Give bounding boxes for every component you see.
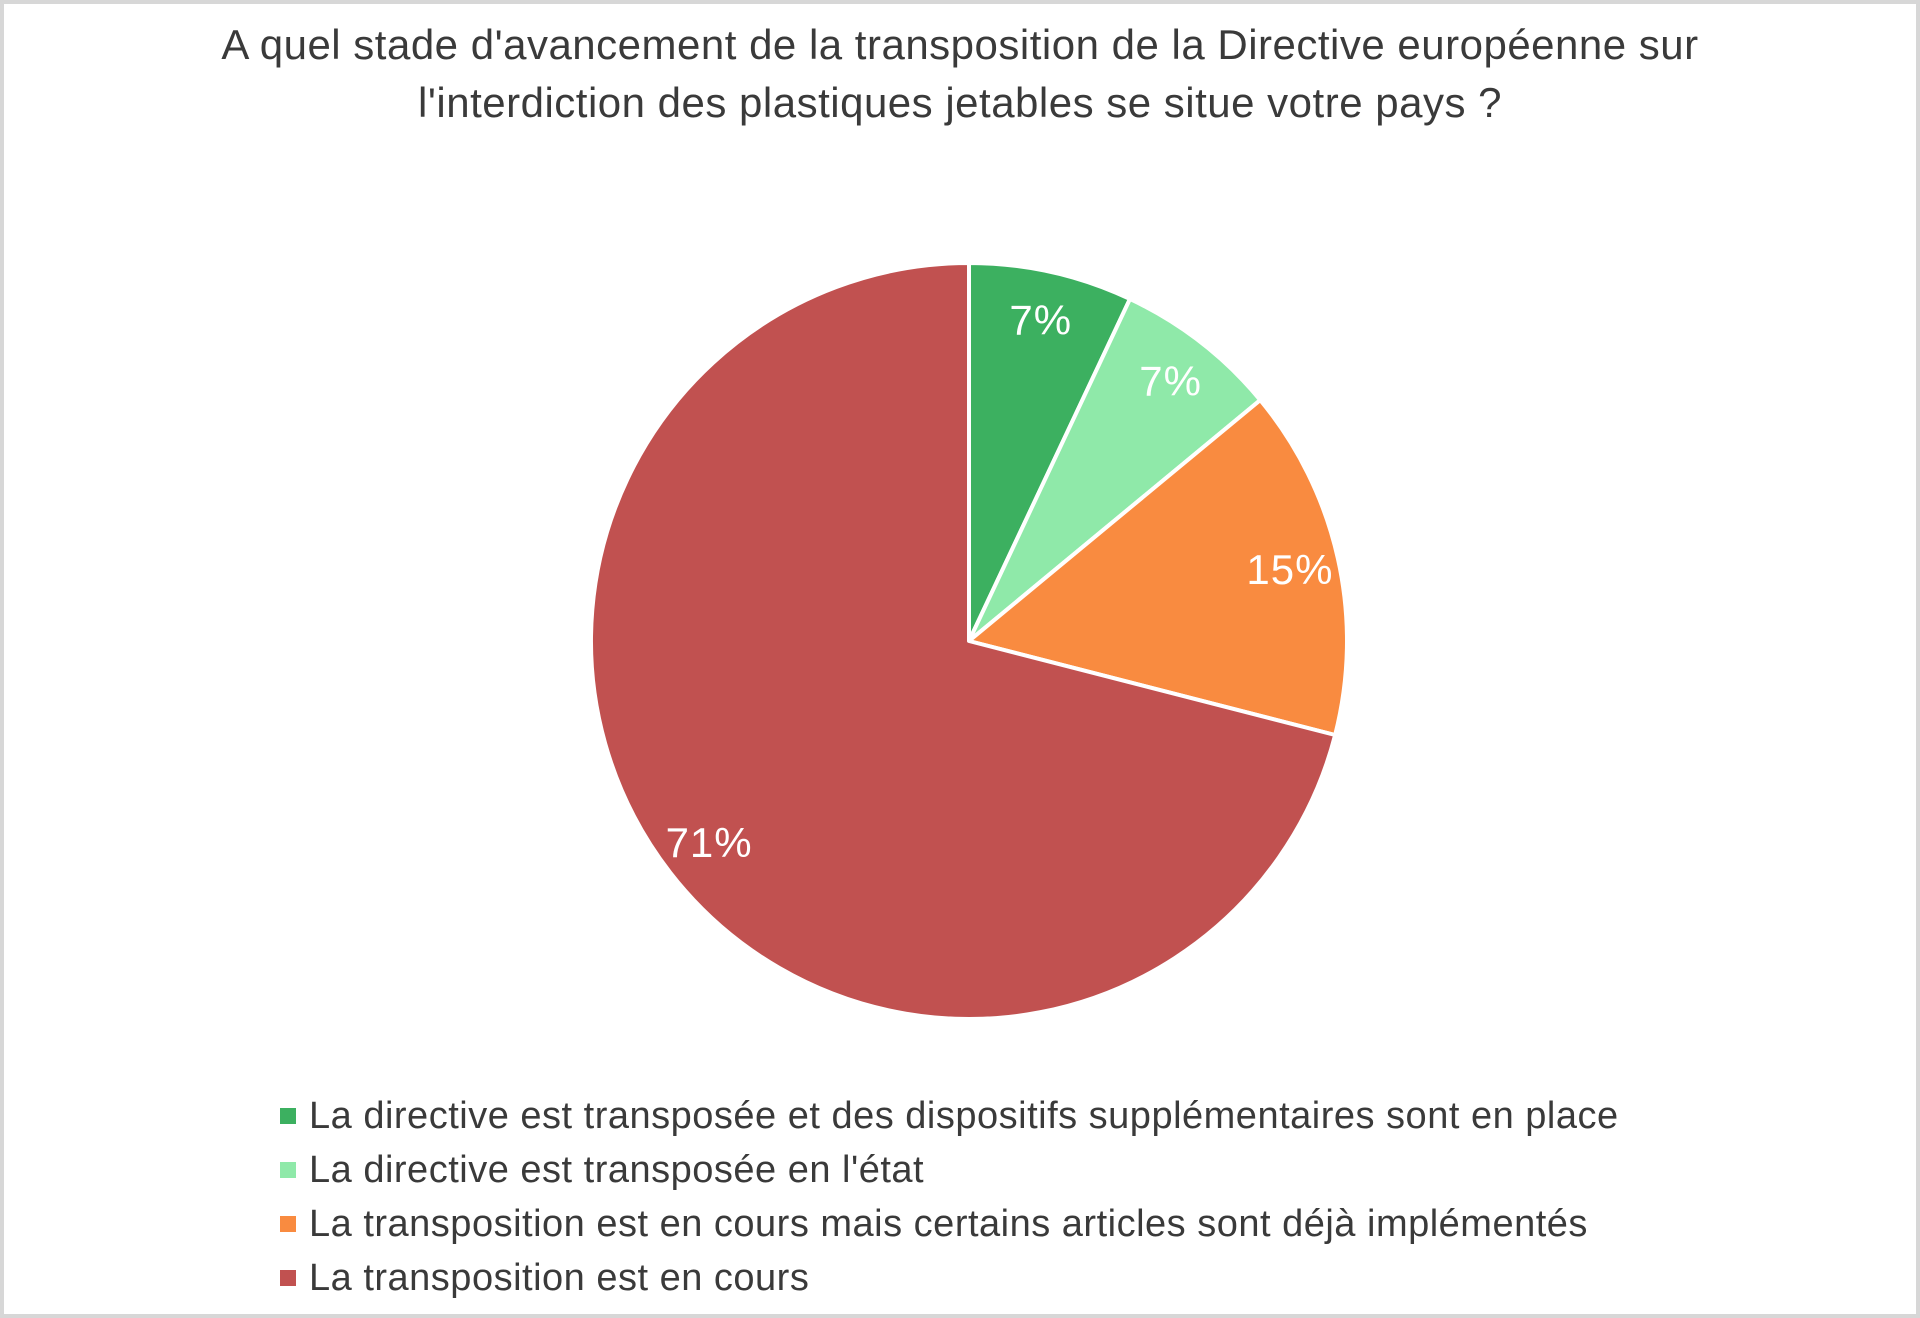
slice-percent-label-3: 15% xyxy=(1246,546,1333,593)
pie-slice-2 xyxy=(967,296,1263,643)
legend-label: La transposition est en cours mais certa… xyxy=(309,1202,1588,1245)
legend-item-2: La directive est transposée en l'état xyxy=(280,1143,1619,1197)
legend: La directive est transposée et des dispo… xyxy=(280,1089,1619,1305)
legend-label: La directive est transposée en l'état xyxy=(309,1148,925,1191)
legend-swatch-icon xyxy=(280,1162,296,1178)
slice-percent-label-4: 71% xyxy=(666,819,753,866)
pie-slice-4 xyxy=(588,261,1338,1021)
slice-percent-label-1: 7% xyxy=(1009,297,1072,344)
legend-swatch-icon xyxy=(280,1216,296,1232)
legend-swatch-icon xyxy=(280,1108,296,1124)
pie-slice-1 xyxy=(967,261,1132,643)
legend-item-3: La transposition est en cours mais certa… xyxy=(280,1197,1619,1251)
chart-title: A quel stade d'avancement de la transpos… xyxy=(221,21,1699,126)
legend-item-4: La transposition est en cours xyxy=(280,1251,1619,1305)
pie-slice-3 xyxy=(967,398,1349,737)
pie-chart: 7% 7% 15% 71% xyxy=(588,261,1349,1021)
slice-percent-label-2: 7% xyxy=(1139,358,1202,405)
legend-label: La directive est transposée et des dispo… xyxy=(309,1094,1619,1137)
legend-item-1: La directive est transposée et des dispo… xyxy=(280,1089,1619,1143)
legend-label: La transposition est en cours xyxy=(309,1256,810,1299)
legend-swatch-icon xyxy=(280,1270,296,1286)
